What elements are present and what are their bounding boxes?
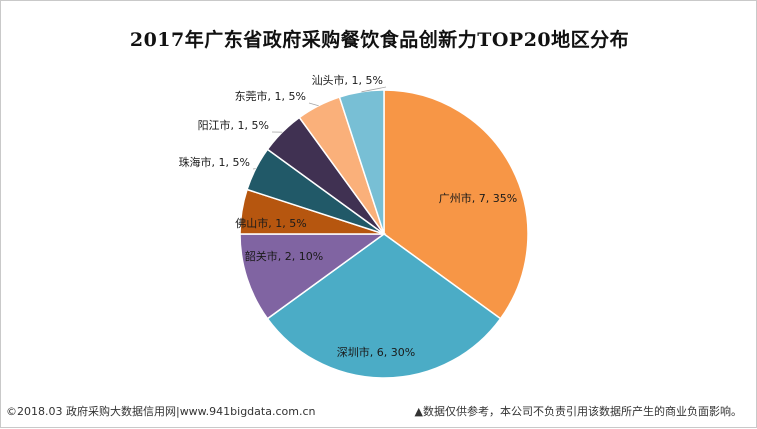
data-label-6: 阳江市, 1, 5%	[198, 118, 269, 132]
data-label-8: 汕头市, 1, 5%	[312, 73, 383, 87]
footer-source: ©2018.03 政府采购大数据信用网|www.941bigdata.com.c…	[6, 403, 315, 419]
footer-disclaimer: ▲数据仅供参考，本公司不负责引用该数据所产生的商业负面影响。	[415, 403, 742, 419]
leader-line-7	[309, 103, 319, 106]
data-label-7: 东莞市, 1, 5%	[235, 89, 306, 103]
data-label-3: 韶关市, 2, 10%	[245, 249, 323, 263]
data-label-4: 佛山市, 1, 5%	[235, 216, 306, 230]
data-label-1: 广州市, 7, 35%	[439, 191, 517, 205]
data-label-5: 珠海市, 1, 5%	[179, 155, 250, 169]
data-label-2: 深圳市, 6, 30%	[337, 345, 415, 359]
